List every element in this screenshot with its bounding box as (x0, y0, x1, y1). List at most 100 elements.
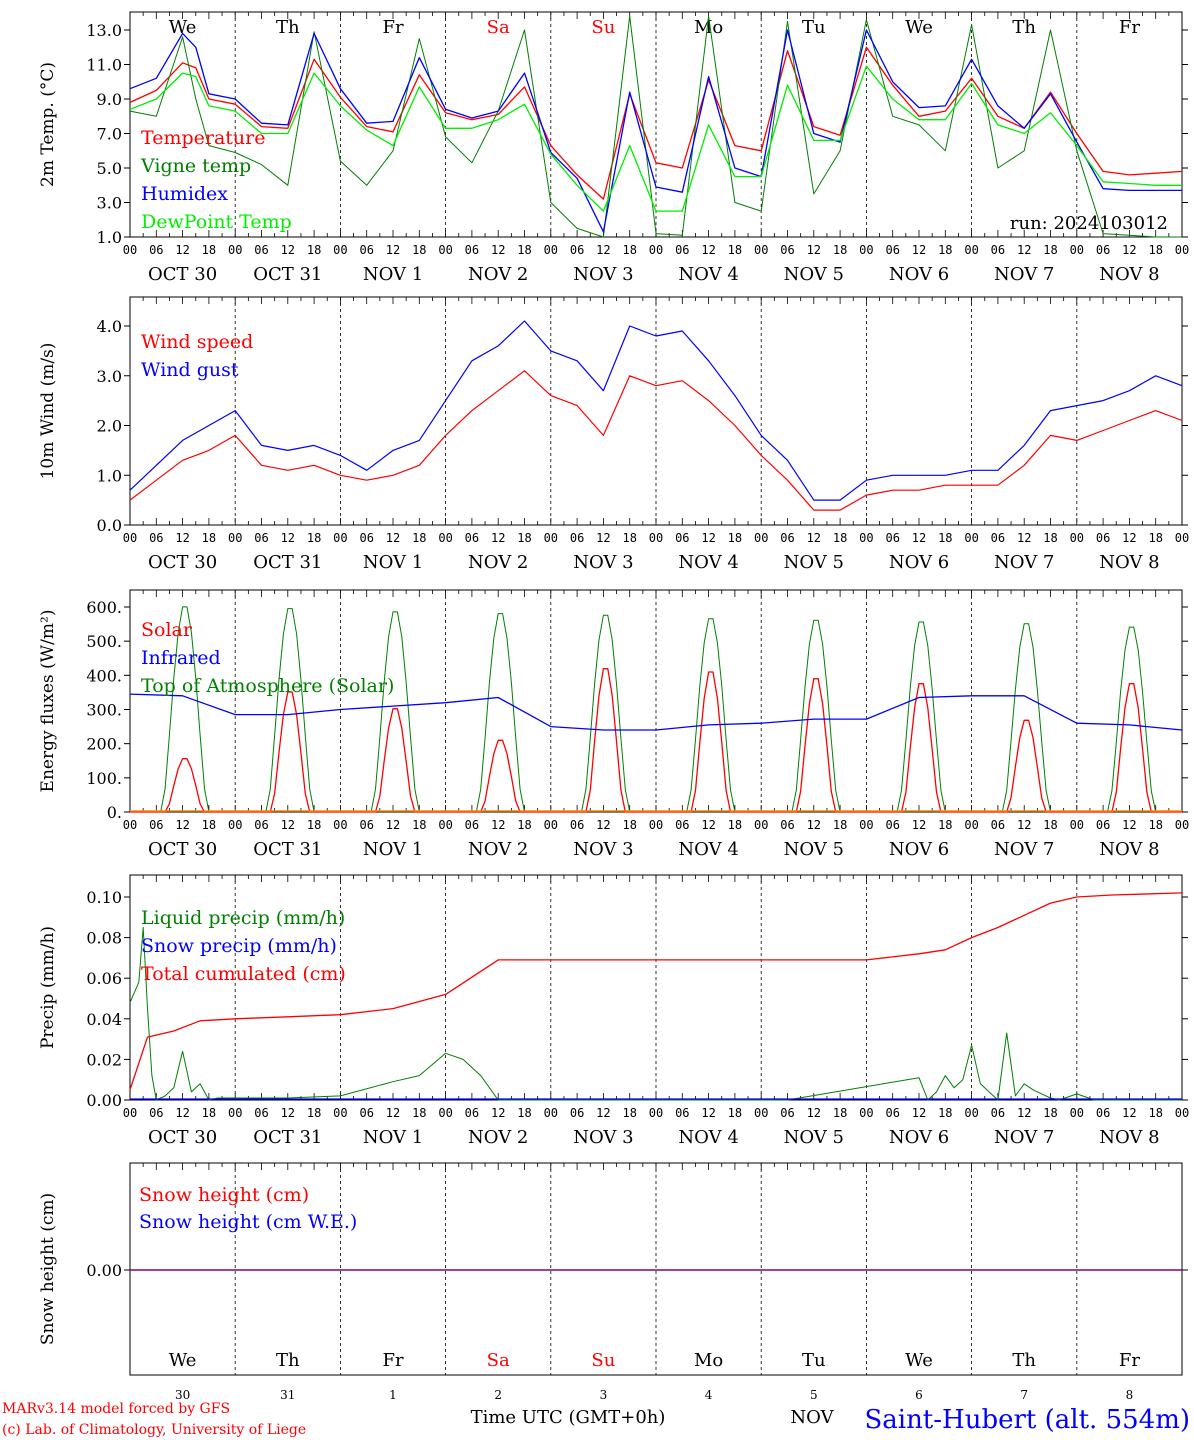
date-label: NOV 5 (784, 264, 844, 285)
date-label: NOV 2 (468, 839, 528, 860)
weekday-label-bottom: Th (276, 1350, 300, 1371)
hour-tick-label: 18 (938, 531, 952, 545)
y-tick-label: 500. (86, 632, 122, 651)
hour-tick-label: 00 (754, 1106, 768, 1120)
hour-tick-label: 18 (1043, 818, 1057, 832)
hour-tick-label: 06 (254, 531, 268, 545)
hour-tick-label: 00 (1175, 1106, 1189, 1120)
weekday-label: Th (1012, 17, 1036, 38)
legend-entry: Liquid precip (mm/h) (141, 907, 345, 929)
y-tick-label: 4.0 (97, 317, 122, 336)
hour-tick-label: 00 (859, 243, 873, 257)
weekday-label: Mo (694, 17, 723, 38)
hour-tick-label: 12 (1017, 243, 1031, 257)
series-line-2 (129, 892, 1183, 1091)
date-label: NOV 6 (889, 264, 949, 285)
hour-tick-label: 00 (333, 243, 347, 257)
y-tick-label: 0.10 (86, 888, 122, 907)
hour-tick-label: 18 (307, 243, 321, 257)
y-tick-label: 3.0 (97, 367, 122, 386)
legend-entry: Total cumulated (cm) (141, 963, 346, 985)
y-tick-label: 0.02 (86, 1050, 122, 1069)
hour-tick-label: 00 (964, 531, 978, 545)
date-label: NOV 6 (889, 552, 949, 573)
date-label: NOV 4 (678, 1127, 738, 1148)
y-axis-label: 10m Wind (m/s) (38, 343, 58, 480)
hour-tick-label: 12 (386, 1106, 400, 1120)
series-line-1 (129, 320, 1183, 501)
hour-tick-label: 00 (544, 531, 558, 545)
series-line-2 (130, 606, 1182, 813)
legend-entry: Snow height (cm W.E.) (139, 1211, 357, 1233)
date-label: OCT 31 (253, 1127, 322, 1148)
hour-tick-label: 00 (228, 818, 242, 832)
hour-tick-label: 06 (254, 243, 268, 257)
hour-tick-label: 12 (807, 818, 821, 832)
y-axis-label: 2m Temp. (°C) (38, 62, 58, 187)
weekday-label-bottom: Fr (1119, 1350, 1140, 1371)
hour-tick-label: 18 (307, 531, 321, 545)
hour-tick-label: 12 (1017, 1106, 1031, 1120)
hour-tick-label: 00 (333, 818, 347, 832)
hour-tick-label: 12 (386, 818, 400, 832)
hour-tick-label: 06 (675, 531, 689, 545)
hour-tick-label: 00 (1175, 531, 1189, 545)
hour-tick-label: 06 (465, 818, 479, 832)
hour-tick-label: 18 (728, 531, 742, 545)
weekday-label-bottom: Tu (802, 1350, 826, 1371)
hour-tick-label: 18 (1043, 531, 1057, 545)
hour-tick-label: 12 (491, 1106, 505, 1120)
hour-tick-label: 06 (780, 818, 794, 832)
date-label: NOV 3 (573, 264, 633, 285)
date-label: OCT 30 (148, 839, 217, 860)
hour-tick-label: 18 (622, 243, 636, 257)
hour-tick-label: 00 (544, 818, 558, 832)
hour-tick-label: 00 (649, 1106, 663, 1120)
date-label: NOV 5 (784, 839, 844, 860)
hour-tick-label: 18 (833, 1106, 847, 1120)
date-label: OCT 31 (253, 264, 322, 285)
date-label: NOV 8 (1099, 839, 1159, 860)
hour-tick-label: 12 (281, 1106, 295, 1120)
hour-tick-label: 06 (570, 243, 584, 257)
date-label: NOV 8 (1099, 552, 1159, 573)
hour-tick-label: 18 (938, 818, 952, 832)
hour-tick-label: 06 (570, 531, 584, 545)
hour-tick-label: 00 (964, 1106, 978, 1120)
hour-tick-label: 18 (202, 818, 216, 832)
date-label: NOV 4 (678, 552, 738, 573)
legend-entry: DewPoint Temp (141, 211, 292, 233)
hour-tick-label: 00 (123, 818, 137, 832)
hour-tick-label: 06 (254, 818, 268, 832)
hour-tick-label: 06 (359, 243, 373, 257)
hour-tick-label: 18 (517, 1106, 531, 1120)
weekday-label: We (169, 17, 197, 38)
hour-tick-label: 06 (885, 531, 899, 545)
hour-tick-label: 00 (1070, 1106, 1084, 1120)
weekday-label-bottom: Fr (382, 1350, 403, 1371)
y-tick-label: 13.0 (86, 21, 122, 40)
y-tick-label: 400. (86, 666, 122, 685)
hour-tick-label: 00 (1175, 243, 1189, 257)
weekday-label-bottom: We (905, 1350, 933, 1371)
hour-tick-label: 00 (544, 243, 558, 257)
x-axis-nov-label: NOV (790, 1407, 834, 1428)
weekday-label: Fr (1119, 17, 1140, 38)
date-label: NOV 5 (784, 1127, 844, 1148)
hour-tick-label: 18 (412, 1106, 426, 1120)
hour-tick-label: 00 (859, 531, 873, 545)
hour-tick-label: 00 (649, 818, 663, 832)
hour-tick-label: 18 (622, 818, 636, 832)
legend-entry: Infrared (141, 647, 221, 669)
hour-tick-label: 12 (281, 818, 295, 832)
hour-tick-label: 18 (1148, 243, 1162, 257)
station-title: Saint-Hubert (alt. 554m) (864, 1405, 1190, 1435)
hour-tick-label: 06 (885, 243, 899, 257)
y-tick-label: 300. (86, 701, 122, 720)
legend-entry: Wind gust (141, 359, 239, 381)
legend-entry: Snow height (cm) (139, 1184, 309, 1206)
hour-tick-label: 18 (728, 1106, 742, 1120)
hour-tick-label: 12 (912, 531, 926, 545)
hour-tick-label: 12 (912, 1106, 926, 1120)
hour-tick-label: 12 (807, 531, 821, 545)
